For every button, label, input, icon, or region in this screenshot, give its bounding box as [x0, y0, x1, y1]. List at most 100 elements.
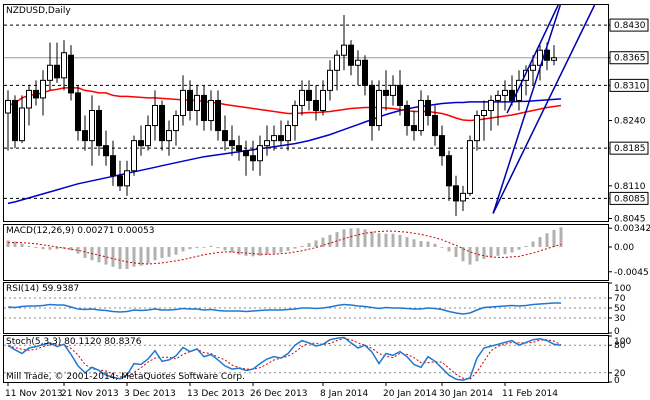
macd-histogram-bar: [293, 247, 297, 249]
time-tick-label: 30 Jan 2014: [439, 389, 493, 399]
candle-body: [369, 84, 375, 127]
candle-body: [180, 89, 186, 117]
candle-body: [194, 94, 200, 111]
macd-histogram-bar: [202, 247, 206, 248]
rsi-tick-label: 30: [614, 314, 626, 324]
macd-histogram-bar: [503, 247, 507, 255]
price-tick-label: 0.8110: [614, 182, 646, 192]
macd-histogram-bar: [48, 247, 52, 250]
candle-body: [173, 115, 179, 132]
candle-body: [432, 115, 438, 137]
candle-body: [166, 130, 172, 142]
candle-body: [33, 89, 39, 99]
macd-histogram-bar: [83, 247, 87, 258]
candle-body: [495, 94, 501, 101]
macd-histogram-bar: [531, 241, 535, 247]
macd-histogram-bar: [286, 247, 290, 251]
stoch-signal-line: [7, 337, 562, 380]
candle-body: [82, 130, 88, 142]
candle-body: [201, 94, 207, 122]
macd-histogram-bar: [125, 247, 129, 269]
trend-channel: [492, 4, 596, 214]
price-label-box: [609, 191, 649, 205]
time-tick-label: 13 Dec 2013: [187, 389, 245, 399]
macd-histogram-bar: [34, 247, 38, 249]
macd-histogram-bar: [167, 247, 171, 257]
macd-histogram-bar: [13, 241, 17, 247]
macd-histogram-bar: [314, 240, 318, 247]
price-tick-label: 0.8045: [614, 214, 646, 224]
candle-body: [208, 99, 214, 122]
candle-body: [411, 125, 417, 132]
macd-histogram-bar: [181, 247, 185, 252]
macd-histogram-bar: [321, 237, 325, 247]
price-levels: [4, 24, 608, 199]
candle-body: [187, 89, 193, 111]
macd-histogram-bar: [223, 247, 227, 251]
rsi-tick-label: 50: [614, 304, 626, 314]
candle-body: [439, 135, 445, 157]
macd-histogram-bar: [489, 247, 493, 258]
candle-body: [467, 140, 473, 194]
macd-histogram-bar: [258, 247, 262, 256]
candle-body: [285, 125, 291, 142]
macd-histogram-bar: [272, 247, 276, 254]
macd-histogram-bar: [524, 245, 528, 247]
candle-body: [12, 99, 18, 142]
rsi-tick-label: 70: [614, 294, 626, 304]
rsi-tick-label: 0: [614, 327, 620, 337]
candle-body: [537, 49, 543, 66]
macd-histogram-bar: [349, 228, 353, 247]
candle-body: [523, 69, 529, 81]
macd-histogram-bar: [426, 241, 430, 247]
stoch-tick-label: 0: [614, 376, 620, 386]
candle-body: [159, 104, 165, 142]
macd-histogram-bar: [335, 232, 339, 247]
macd-histogram-bar: [209, 245, 213, 247]
macd-histogram-bar: [517, 247, 521, 250]
candle-body: [292, 104, 298, 127]
rsi-label: RSI(14) 59.9387: [6, 284, 79, 294]
candle-body: [418, 99, 424, 132]
candle-body: [75, 92, 81, 132]
macd-histogram-bar: [146, 247, 150, 264]
price-tick-label: 0.8310: [614, 81, 646, 91]
candle-body: [362, 59, 368, 86]
macd-histogram-bar: [454, 247, 458, 257]
macd-histogram-bar: [195, 247, 199, 249]
candle-body: [271, 135, 277, 142]
moving-average-line: [7, 87, 562, 122]
rsi-line: [7, 302, 561, 315]
candle-body: [341, 44, 347, 56]
macd-histogram-bar: [412, 239, 416, 247]
macd-panel[interactable]: [3, 224, 609, 281]
candle-body: [236, 145, 242, 152]
candle-body: [348, 44, 354, 66]
stoch-series: [4, 336, 608, 381]
candle-body: [516, 79, 522, 101]
candle-body: [306, 89, 312, 101]
macd-histogram-bar: [307, 243, 311, 247]
macd-histogram-bar: [251, 247, 255, 257]
macd-histogram-bar: [419, 240, 423, 247]
macd-series: [6, 227, 563, 269]
macd-histogram-bar: [496, 247, 500, 256]
macd-histogram-bar: [104, 247, 108, 265]
candle-body: [215, 99, 221, 132]
macd-histogram-bar: [230, 247, 234, 253]
candle-body: [124, 170, 130, 187]
candle-body: [54, 64, 60, 79]
macd-histogram-bar: [6, 240, 10, 247]
candle-body: [355, 59, 361, 66]
candle-body: [397, 84, 403, 106]
macd-histogram-bar: [76, 247, 80, 254]
macd-tick-label: 0.00342: [614, 224, 650, 234]
candle-body: [222, 130, 228, 142]
candle-body: [383, 89, 389, 96]
candle-body: [481, 109, 487, 117]
macd-histogram-bar: [391, 233, 395, 247]
candle-body: [47, 64, 53, 81]
rsi-series: [4, 297, 608, 319]
macd-histogram-bar: [244, 247, 248, 256]
